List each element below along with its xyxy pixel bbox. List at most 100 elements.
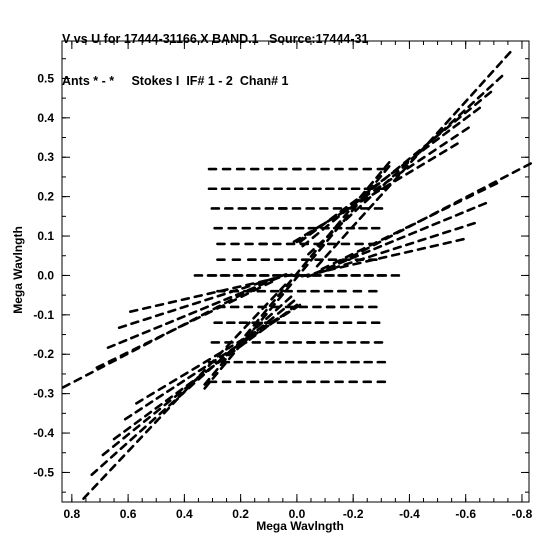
uv-track-point <box>111 440 120 448</box>
uv-track-point <box>244 328 252 337</box>
uv-track-point <box>138 425 147 433</box>
uv-track-point <box>311 232 320 240</box>
uv-track-point <box>383 161 391 170</box>
x-tick-label: -0.6 <box>455 507 476 521</box>
uv-track-point <box>413 148 422 156</box>
uv-track-point <box>326 264 336 270</box>
uv-track-point <box>284 295 293 303</box>
y-tick-label: -0.3 <box>33 387 54 401</box>
y-tick-label: -0.5 <box>33 465 54 479</box>
uv-track-point <box>477 187 487 194</box>
uv-track-point <box>315 259 324 268</box>
plot-frame <box>61 40 530 503</box>
uv-track-point <box>344 252 354 259</box>
uv-track-point <box>427 155 437 163</box>
uv-track-point <box>450 133 459 141</box>
uv-track-point <box>153 407 162 415</box>
uv-track-point <box>358 190 366 199</box>
uv-track-point <box>143 339 153 346</box>
uv-track-point <box>429 211 438 218</box>
uv-track-point <box>243 321 251 330</box>
uv-track-point <box>141 305 152 311</box>
uv-track-point <box>168 378 178 385</box>
uv-track-point <box>91 482 99 491</box>
uv-track-point <box>277 289 285 298</box>
uv-track-point <box>164 395 174 403</box>
uv-track-point <box>462 114 471 121</box>
uv-track-point <box>191 364 200 371</box>
uv-track-point <box>466 206 476 212</box>
uv-track-point <box>133 418 142 426</box>
uv-track-point <box>177 390 186 399</box>
uv-track-point <box>435 126 444 135</box>
uv-track-point <box>122 432 131 440</box>
uv-track-point <box>142 415 151 423</box>
uv-track-point <box>384 183 392 192</box>
uv-track-point <box>334 220 342 229</box>
uv-track-point <box>185 380 194 387</box>
uv-track-point <box>488 180 498 187</box>
uv-track-point <box>384 177 393 185</box>
uv-track-point <box>326 230 334 239</box>
uv-track-point <box>343 261 353 266</box>
uv-track-point <box>396 235 406 241</box>
uv-track-point <box>433 132 442 140</box>
uv-track-point <box>363 196 372 204</box>
uv-track-point <box>240 292 250 298</box>
uv-track-point <box>188 310 198 316</box>
uv-track-point <box>391 170 400 178</box>
uv-track-point <box>392 245 402 251</box>
x-tick-label: -0.8 <box>512 507 533 521</box>
uv-track-point <box>260 308 268 317</box>
uv-track-point <box>443 216 453 222</box>
uv-track-point <box>375 193 384 202</box>
uv-track-point <box>421 144 430 152</box>
uv-track-point <box>384 240 394 246</box>
y-tick-label: 0.4 <box>37 111 54 125</box>
uv-track-point <box>390 252 401 257</box>
uv-track-point <box>457 109 466 117</box>
uv-track-point <box>73 376 83 383</box>
uv-track-point <box>417 217 426 224</box>
uv-track-point <box>191 315 201 322</box>
uv-track-point <box>382 182 392 190</box>
x-tick-label: -0.4 <box>399 507 420 521</box>
uv-track-point <box>129 308 139 313</box>
uv-track-point <box>360 196 369 203</box>
uv-track-point <box>495 60 503 69</box>
uv-track-point <box>179 321 189 328</box>
uv-track-point <box>431 221 441 227</box>
uv-track-point <box>285 283 293 292</box>
uv-track-point <box>511 168 521 175</box>
uv-track-point <box>461 98 469 107</box>
uv-track-point <box>141 329 151 335</box>
uv-track-point <box>258 281 268 287</box>
uv-track-point <box>95 363 105 369</box>
x-tick-label: 0.6 <box>120 507 137 521</box>
uv-track-point <box>361 249 371 255</box>
plot-header: V vs U for 17444-31166.X BAND.1 Source:1… <box>62 4 368 102</box>
uv-track-point <box>187 382 196 390</box>
uv-track-point <box>82 492 90 500</box>
uv-track-point <box>129 434 138 442</box>
uv-track-point <box>298 236 307 244</box>
uv-track-point <box>452 107 461 116</box>
uv-track-point <box>157 384 167 392</box>
uv-track-point <box>317 243 325 252</box>
uv-track-point <box>392 229 402 235</box>
uv-track-point <box>84 370 94 377</box>
uv-track-point <box>107 357 117 363</box>
uv-track-point <box>196 372 205 380</box>
uv-track-point <box>326 267 336 272</box>
y-tick-label: 0.5 <box>37 71 54 85</box>
uv-track-point <box>444 117 452 126</box>
uv-track-point <box>478 79 486 88</box>
uv-track-point <box>442 240 452 246</box>
uv-track-point <box>429 233 439 239</box>
uv-track-point <box>164 319 175 326</box>
uv-track-point <box>277 293 285 302</box>
uv-track-point <box>261 324 270 331</box>
uv-track-point <box>132 424 141 432</box>
y-axis-title: Mega Wavlngth <box>11 226 25 314</box>
uv-track-point <box>163 399 172 407</box>
